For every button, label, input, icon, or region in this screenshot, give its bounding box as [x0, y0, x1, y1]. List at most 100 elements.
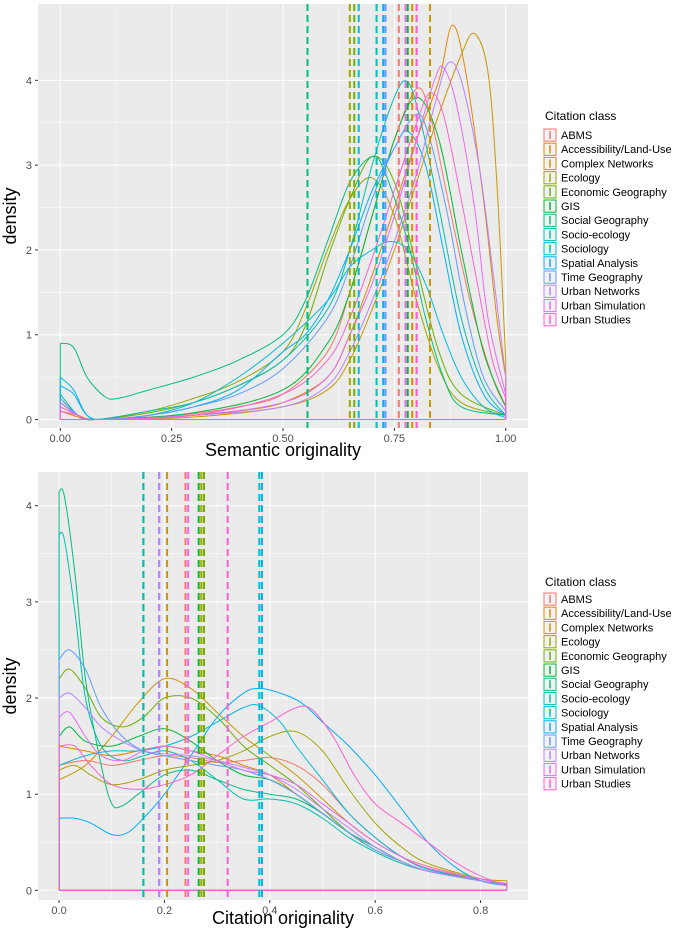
legend-key	[543, 171, 557, 185]
legend-key	[543, 256, 557, 270]
legend-title: Citation class	[545, 109, 616, 123]
legend-key	[543, 313, 557, 327]
legend-label: Sociology	[561, 708, 609, 720]
y-tick-label: 0	[26, 415, 32, 427]
density-curve-time-geography	[59, 113, 507, 421]
y-axis-title: density	[0, 657, 20, 714]
legend-key	[543, 777, 557, 791]
legend-label: Complex Networks	[561, 158, 654, 170]
legend-key	[543, 213, 557, 227]
legend-label: Economic Geography	[561, 187, 667, 199]
legend-key	[543, 762, 557, 777]
legend-key	[543, 270, 557, 284]
legend-label: Economic Geography	[561, 651, 667, 663]
density-curves	[58, 472, 508, 900]
legend-label: Sociology	[561, 244, 609, 256]
legend-label: Spatial Analysis	[561, 722, 639, 734]
legend-label: Accessibility/Land-Use	[561, 144, 672, 156]
x-tick-label: 0.2	[157, 905, 172, 917]
plot-panel-background	[38, 472, 528, 900]
x-tick-label: 0.50	[272, 433, 293, 445]
density-curves	[59, 4, 507, 428]
legend-label: Socio-ecology	[561, 229, 631, 241]
density-curve-socio-ecology	[58, 531, 508, 887]
y-tick-label: 0	[26, 885, 32, 897]
legend-key	[543, 199, 557, 213]
legend-label: GIS	[561, 665, 580, 677]
legend-key	[543, 298, 557, 313]
legend-key	[543, 142, 557, 156]
y-tick-label: 4	[26, 75, 32, 87]
legend-key	[543, 649, 557, 663]
y-tick-label: 2	[26, 693, 32, 705]
legend-label: Time Geography	[561, 736, 643, 748]
legend-label: Social Geography	[561, 215, 649, 227]
y-tick-label: 3	[26, 597, 32, 609]
x-tick-label: 0.00	[50, 433, 71, 445]
density-curve-abms	[58, 755, 508, 887]
density-curve-urban-networks	[58, 692, 508, 887]
legend-label: Time Geography	[561, 272, 643, 284]
legend-key	[543, 620, 557, 635]
legend-label: Urban Simulation	[561, 300, 645, 312]
y-tick-label: 2	[26, 245, 32, 257]
legend-key	[543, 663, 557, 677]
legend-key	[543, 606, 557, 620]
legend-label: Urban Networks	[561, 750, 640, 762]
density-curve-urban-studies	[59, 705, 508, 887]
y-tick-label: 3	[26, 160, 32, 172]
legend-key	[543, 128, 557, 142]
y-axis-title: density	[0, 187, 20, 244]
legend-title: Citation class	[545, 575, 616, 589]
legend-label: Urban Studies	[561, 779, 631, 791]
density-curve-ecology	[58, 730, 508, 885]
citation-originality-panel: 0.0 0.2 0.4 0.6 0.8 0 1 2 3 4 Citation originality…	[0, 472, 672, 928]
legend-key	[543, 592, 557, 606]
x-axis-title: Semantic originality	[205, 440, 361, 460]
legend-key	[543, 734, 557, 748]
semantic-originality-panel: 0.00 0.25 0.50 0.75 1.00 0 1 2 3 4 Semantic origin…	[0, 4, 672, 460]
legend-key	[543, 677, 557, 691]
legend-label: Social Geography	[561, 679, 649, 691]
density-curve-economic-geography	[59, 155, 506, 421]
x-tick-label: 1.00	[495, 433, 516, 445]
density-curve-urban-simulation	[58, 711, 508, 885]
density-curve-socio-ecology	[59, 80, 507, 421]
legend-label: Socio-ecology	[561, 693, 631, 705]
legend-key	[543, 748, 557, 762]
legend-key	[543, 706, 557, 720]
legend-key	[543, 185, 557, 199]
legend-key	[543, 284, 557, 298]
x-tick-label: 0.8	[473, 905, 488, 917]
x-tick-label: 0.4	[262, 905, 277, 917]
legend-key	[543, 691, 557, 706]
legend-label: Urban Simulation	[561, 764, 645, 776]
legend: Citation class ABMS Accessibility/Land-Use…	[543, 575, 672, 791]
legend-label: Complex Networks	[561, 622, 654, 634]
legend-key	[543, 635, 557, 649]
legend: Citation class ABMS Accessibility/Land-Use…	[543, 109, 672, 327]
legend-label: Urban Studies	[561, 315, 631, 327]
legend-key	[543, 227, 557, 242]
density-curve-spatial-analysis	[59, 687, 508, 887]
legend-key	[543, 156, 557, 171]
density-curve-social-geography	[60, 155, 506, 416]
y-tick-label: 1	[26, 330, 32, 342]
x-tick-label: 0.6	[368, 905, 383, 917]
legend-label: Spatial Analysis	[561, 258, 639, 270]
legend-key	[543, 242, 557, 256]
x-tick-label: 0.0	[51, 905, 66, 917]
legend-label: Ecology	[561, 637, 601, 649]
legend-label: GIS	[561, 201, 580, 213]
y-tick-label: 1	[26, 789, 32, 801]
legend-label: ABMS	[561, 594, 592, 606]
legend-label: Ecology	[561, 173, 601, 185]
legend-label: Urban Networks	[561, 286, 640, 298]
legend-key	[543, 720, 557, 734]
y-tick-label: 4	[26, 501, 32, 513]
x-axis-title: Citation originality	[212, 908, 354, 928]
legend-label: Accessibility/Land-Use	[561, 608, 672, 620]
x-tick-label: 0.75	[384, 433, 405, 445]
x-tick-label: 0.25	[161, 433, 182, 445]
